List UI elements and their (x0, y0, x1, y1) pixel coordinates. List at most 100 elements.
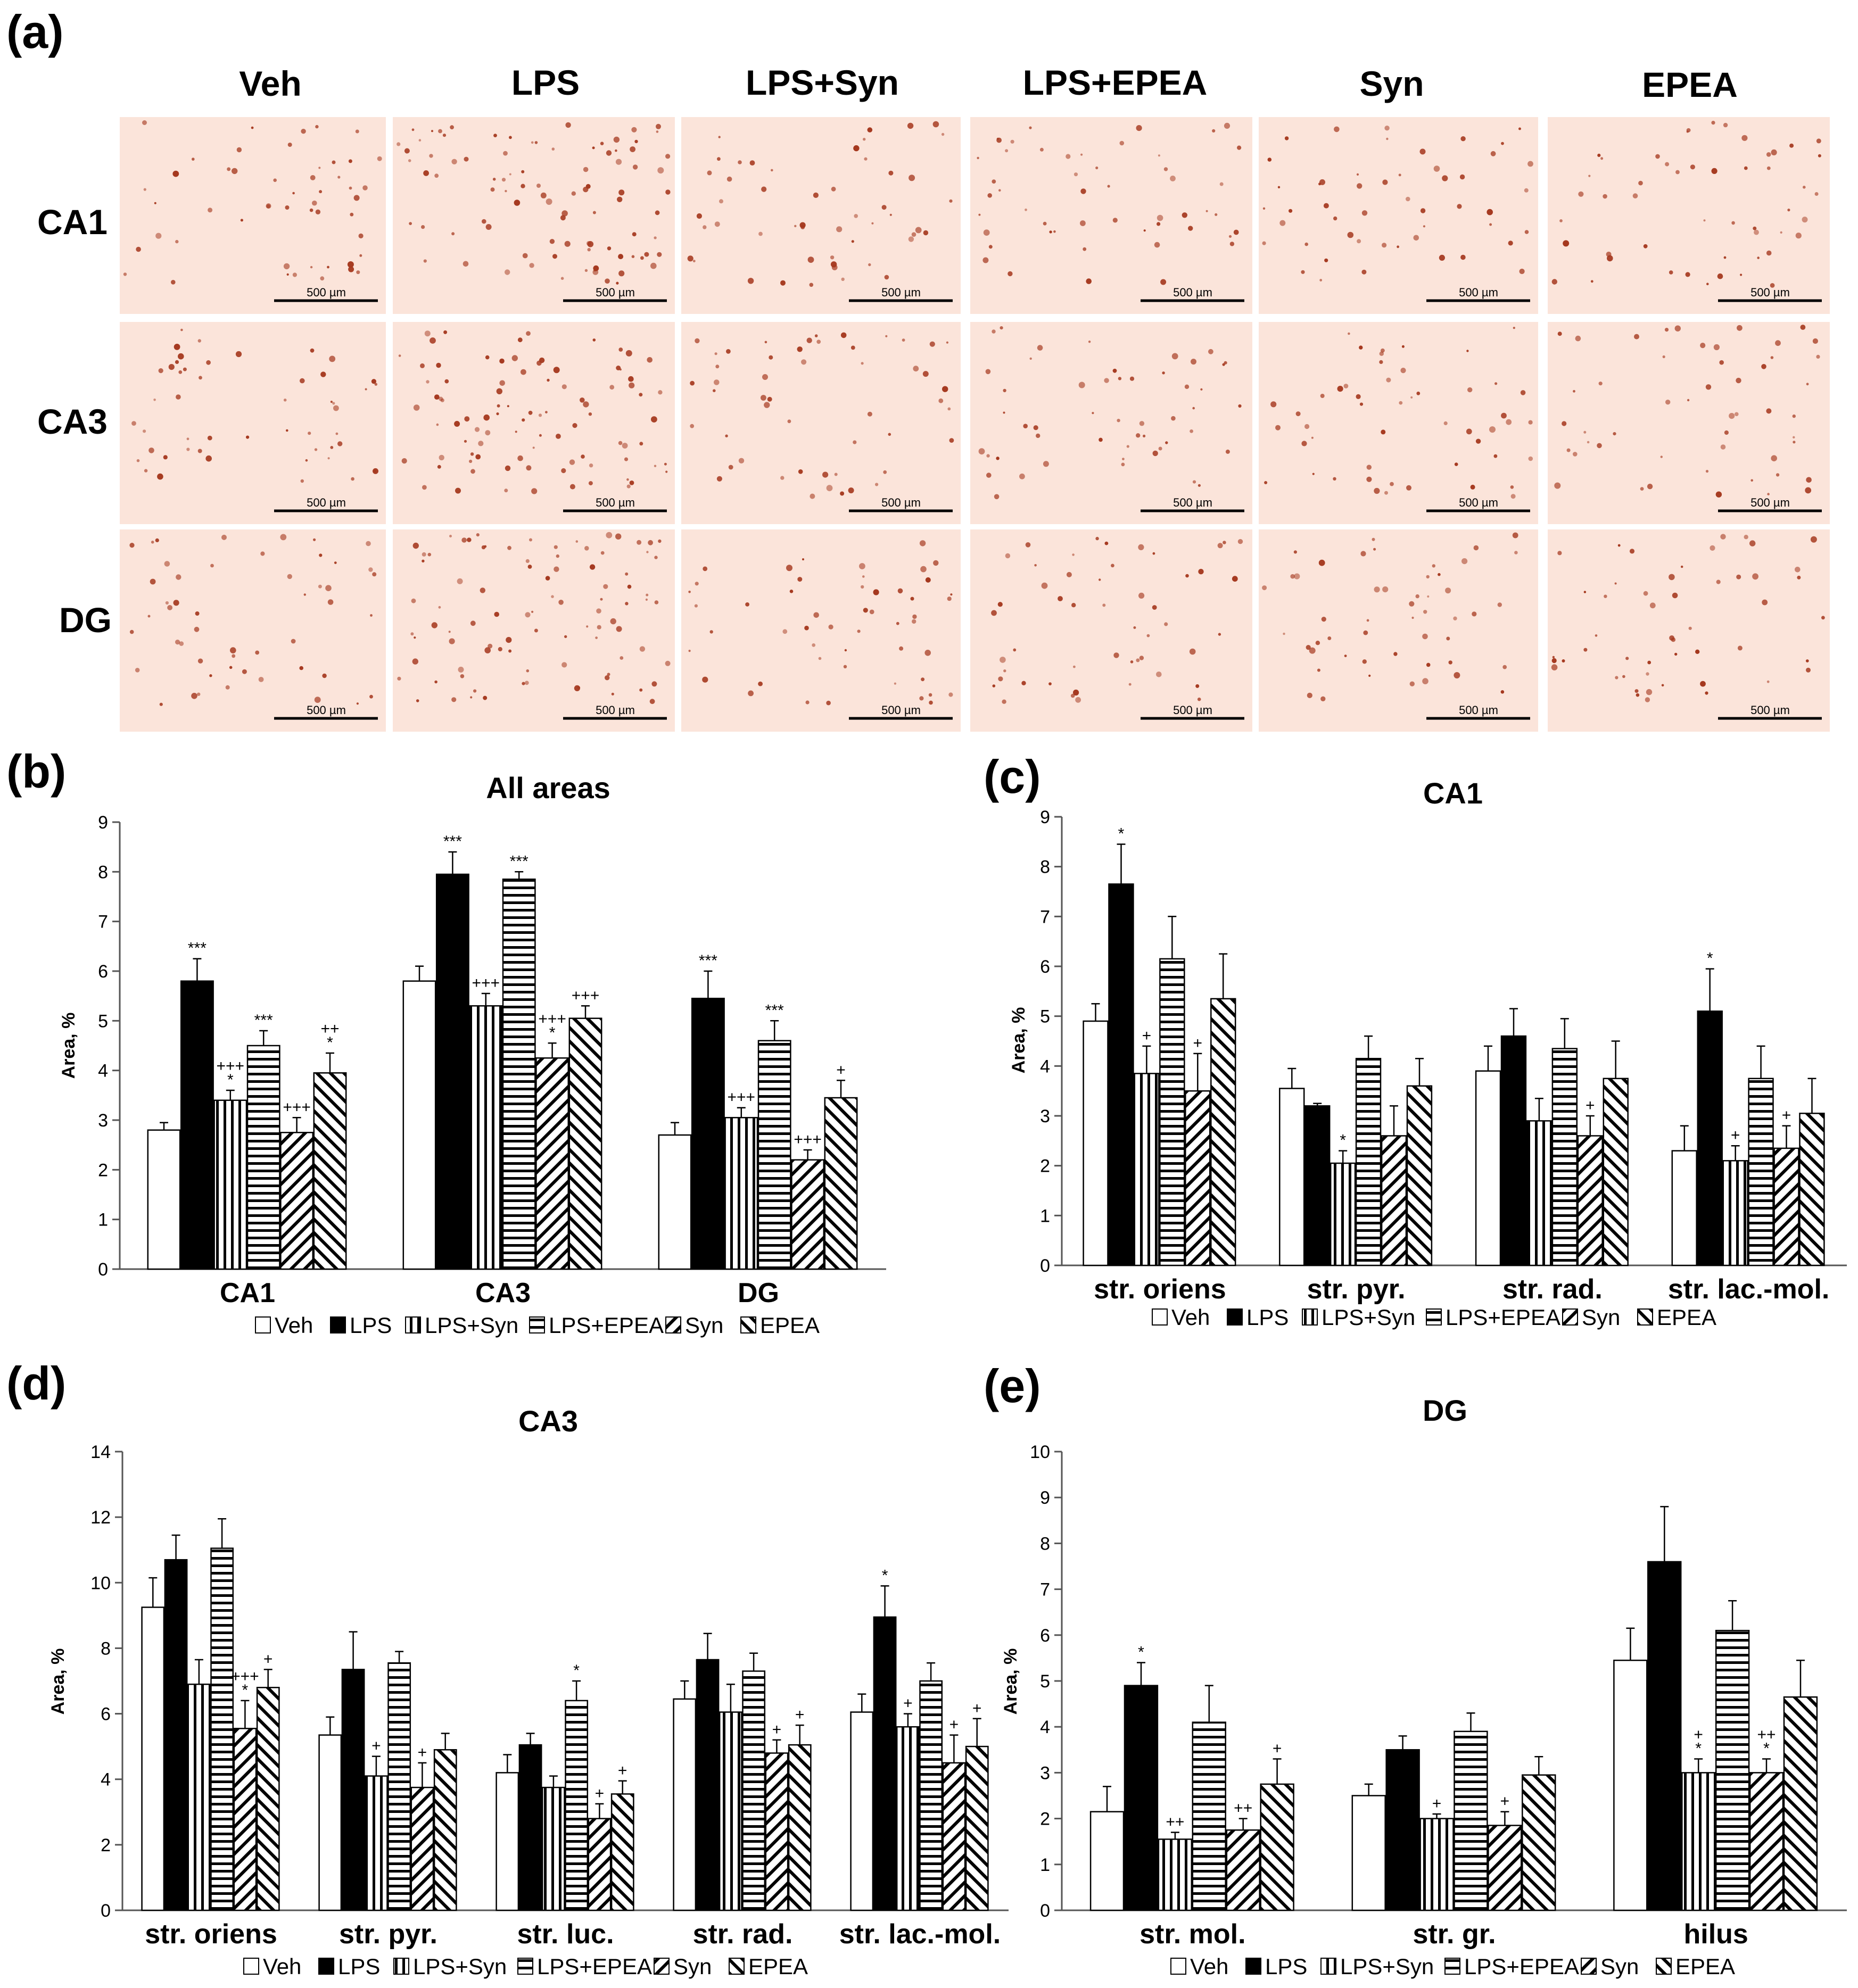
legend-label: LPS+EPEA (1446, 1305, 1560, 1330)
stained-cell (525, 612, 531, 618)
significance-mark: + (1586, 1097, 1595, 1114)
stained-cell (325, 585, 332, 591)
stained-cell (1118, 377, 1122, 380)
stained-cell (314, 697, 321, 703)
stained-cell (1703, 219, 1706, 222)
legend-item-lps-epea: LPS+EPEA (1426, 1305, 1560, 1330)
bar-veh (318, 1734, 342, 1911)
micrograph-background (681, 117, 961, 314)
stained-cell (308, 432, 311, 435)
stained-cell (658, 539, 662, 543)
legend-item-lps-syn: LPS+Syn (1320, 1954, 1434, 1979)
stained-cell (192, 158, 195, 161)
stained-cell (863, 138, 866, 141)
stained-cell (1102, 603, 1106, 607)
micrograph-background (970, 322, 1252, 524)
y-tick-label: 4 (1040, 1717, 1050, 1737)
stained-cell (1311, 436, 1314, 439)
legend-item-syn: Syn (665, 1313, 723, 1338)
legend-label: EPEA (748, 1954, 808, 1979)
stained-cell (1086, 278, 1092, 284)
stained-cell (996, 137, 999, 140)
stained-cell (1170, 176, 1176, 181)
category-label: str. lac.-mol. (839, 1919, 1001, 1950)
stained-cell (1143, 229, 1146, 232)
stained-cell (221, 534, 227, 540)
bar-syn (1226, 1829, 1260, 1911)
stained-cell (1645, 697, 1650, 702)
stained-cell (946, 341, 948, 344)
legend-swatch (243, 1958, 259, 1975)
stained-cell (1502, 665, 1507, 669)
stained-cell (908, 236, 914, 242)
stained-cell (398, 354, 401, 357)
stained-cell (1757, 256, 1760, 259)
stained-cell (505, 269, 510, 275)
legend-item-syn: Syn (1562, 1305, 1620, 1330)
stained-cell (327, 457, 330, 460)
stained-cell (504, 488, 508, 493)
stained-cell (761, 186, 767, 192)
bar-lps-epea (1551, 1048, 1578, 1266)
micrograph-ca1-lps-syn: 500 µm (681, 117, 961, 314)
stained-cell (771, 169, 773, 172)
stained-cell (1419, 148, 1426, 155)
legend-label: LPS+Syn (1322, 1305, 1415, 1330)
stained-cell (511, 355, 518, 361)
bar-veh (673, 1698, 697, 1911)
stained-cell (142, 120, 147, 125)
micrograph-dg-veh: 500 µm (120, 529, 386, 732)
stained-cell (747, 278, 754, 284)
bar-lps-epea (742, 1670, 766, 1911)
stained-cell (208, 208, 213, 213)
stained-cell (587, 248, 591, 252)
stained-cell (782, 629, 788, 634)
stained-cell (1494, 382, 1498, 385)
stained-cell (1138, 544, 1144, 550)
stained-cell (764, 402, 770, 408)
stained-cell (1036, 433, 1041, 438)
category-label: str. pyr. (339, 1919, 437, 1950)
stained-cell (1073, 172, 1078, 177)
stained-cell (458, 666, 464, 673)
bar-veh (1083, 1020, 1109, 1266)
stained-cell (1669, 270, 1673, 275)
stained-cell (1466, 350, 1469, 352)
stained-cell (619, 368, 622, 371)
stained-cell (144, 469, 148, 473)
stained-cell (207, 435, 212, 441)
stained-cell (695, 338, 700, 344)
y-tick-label: 10 (90, 1573, 111, 1593)
stained-cell (665, 154, 671, 159)
stained-cell (1649, 602, 1656, 609)
stained-cell (873, 589, 879, 595)
stained-cell (320, 371, 326, 377)
stained-cell (1333, 477, 1336, 481)
bar-lps-epea (502, 879, 536, 1270)
micrograph-background (1259, 322, 1538, 524)
stained-cell (260, 551, 265, 556)
stained-cell (1655, 154, 1660, 159)
stained-cell (841, 277, 845, 281)
stained-cell (1426, 662, 1431, 667)
stained-cell (986, 454, 990, 458)
bar-epea (1603, 1078, 1629, 1266)
y-axis-label: Area, % (1001, 1649, 1021, 1715)
stained-cell (1129, 376, 1135, 381)
stained-cell (157, 473, 163, 480)
stained-cell (499, 380, 505, 386)
stained-cell (449, 535, 452, 537)
stained-cell (925, 577, 931, 583)
stained-cell (1384, 491, 1388, 495)
micrograph-ca1-veh: 500 µm (120, 117, 386, 314)
stained-cell (1136, 658, 1140, 662)
stained-cell (313, 538, 316, 541)
stained-cell (1614, 582, 1617, 585)
micrograph-grid: 500 µm 500 µm 500 µm 500 µm 500 µm 500 µm 500 … (120, 117, 1830, 732)
stained-cell (227, 167, 231, 171)
stained-cell (507, 545, 511, 550)
stained-cell (1099, 437, 1103, 442)
stained-cell (1083, 247, 1087, 251)
significance-mark: * (227, 1071, 234, 1089)
stained-cell (1664, 328, 1669, 332)
